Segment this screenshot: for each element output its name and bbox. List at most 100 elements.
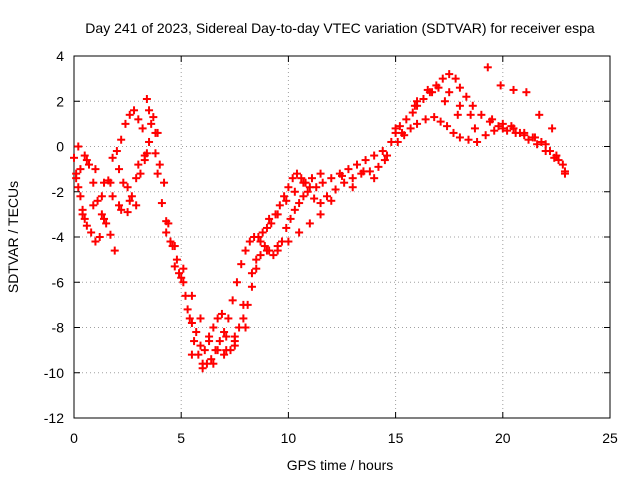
- data-point: [280, 192, 289, 201]
- data-point: [340, 178, 349, 187]
- data-point: [423, 85, 432, 94]
- data-point: [155, 160, 164, 169]
- data-point: [548, 124, 557, 133]
- data-point: [89, 178, 98, 187]
- data-point: [220, 328, 229, 337]
- data-point: [290, 205, 299, 214]
- data-point: [410, 101, 419, 110]
- data-point: [172, 255, 181, 264]
- data-point: [275, 201, 284, 210]
- data-point: [200, 346, 209, 355]
- data-point: [145, 106, 154, 115]
- data-point: [80, 214, 89, 223]
- data-point: [496, 81, 505, 90]
- data-point: [142, 94, 151, 103]
- data-point: [134, 160, 143, 169]
- data-point: [97, 210, 106, 219]
- data-point: [413, 97, 422, 106]
- data-point: [537, 137, 546, 146]
- data-point: [192, 328, 201, 337]
- data-point: [541, 140, 550, 149]
- data-point: [498, 119, 507, 128]
- data-point: [260, 242, 269, 251]
- data-point: [82, 156, 91, 165]
- data-point: [284, 237, 293, 246]
- x-tick-label: 10: [281, 430, 297, 446]
- data-point: [93, 196, 102, 205]
- data-point: [228, 296, 237, 305]
- data-point: [265, 214, 274, 223]
- data-point: [170, 262, 179, 271]
- data-point: [370, 174, 379, 183]
- data-point: [449, 128, 458, 137]
- data-point: [419, 94, 428, 103]
- data-point: [91, 165, 100, 174]
- data-point: [483, 63, 492, 72]
- data-point: [282, 223, 291, 232]
- data-point: [378, 147, 387, 156]
- data-point: [473, 137, 482, 146]
- tick-labels: 0 5 10 15 20 25 -12 -10 -8 -6 -4 -2 0 2 4: [44, 48, 618, 446]
- data-point: [108, 153, 117, 162]
- chart-title: Day 241 of 2023, Sidereal Day-to-day VTE…: [85, 20, 595, 36]
- data-point: [258, 228, 267, 237]
- data-point: [217, 309, 226, 318]
- data-point: [76, 165, 85, 174]
- data-point: [106, 230, 115, 239]
- data-point: [554, 156, 563, 165]
- data-point: [213, 346, 222, 355]
- data-point: [76, 192, 85, 201]
- data-point: [85, 160, 94, 169]
- data-point: [121, 119, 130, 128]
- y-tick-label: -8: [52, 320, 65, 336]
- data-point: [123, 183, 132, 192]
- data-point: [509, 85, 518, 94]
- data-point: [89, 201, 98, 210]
- data-point: [445, 88, 454, 97]
- data-point: [292, 169, 301, 178]
- y-tick-label: -12: [44, 410, 64, 426]
- data-point: [209, 323, 218, 332]
- x-tick-label: 25: [602, 430, 618, 446]
- data-point: [451, 74, 460, 83]
- data-point: [230, 341, 239, 350]
- data-point: [327, 196, 336, 205]
- data-point: [262, 246, 271, 255]
- data-point: [284, 183, 293, 192]
- data-point: [299, 178, 308, 187]
- data-point: [395, 122, 404, 131]
- data-point: [166, 237, 175, 246]
- data-point: [455, 101, 464, 110]
- data-point: [522, 88, 531, 97]
- data-point: [430, 113, 439, 122]
- data-point: [470, 124, 479, 133]
- data-point: [560, 169, 569, 178]
- data-point: [353, 160, 362, 169]
- data-point: [299, 192, 308, 201]
- data-point: [198, 359, 207, 368]
- data-point: [307, 174, 316, 183]
- data-point: [239, 300, 248, 309]
- data-point: [230, 332, 239, 341]
- data-point: [380, 156, 389, 165]
- data-point: [205, 332, 214, 341]
- data-point: [183, 305, 192, 314]
- data-point: [254, 233, 263, 241]
- data-point: [290, 187, 299, 196]
- data-point: [445, 70, 454, 79]
- data-point: [316, 169, 325, 178]
- data-point: [91, 237, 100, 246]
- data-point: [481, 131, 490, 140]
- data-point: [82, 221, 91, 230]
- data-point: [267, 219, 276, 228]
- data-point: [106, 178, 115, 187]
- data-point: [241, 323, 250, 332]
- x-axis-label: GPS time / hours: [287, 457, 394, 473]
- data-point: [125, 196, 134, 205]
- data-point: [421, 115, 430, 124]
- data-point: [237, 260, 246, 269]
- data-point: [245, 237, 254, 246]
- data-point: [331, 185, 340, 194]
- data-point: [374, 162, 383, 171]
